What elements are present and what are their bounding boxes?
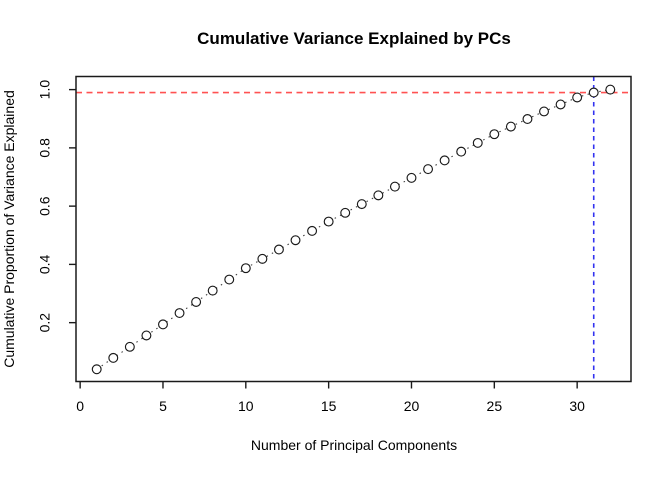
data-point	[373, 190, 384, 201]
x-tick-label: 0	[76, 398, 84, 414]
data-point	[257, 253, 268, 264]
y-tick-label: 0.6	[37, 196, 53, 216]
data-point	[174, 308, 185, 319]
data-point	[489, 129, 500, 140]
data-point	[290, 235, 301, 246]
data-point	[307, 225, 318, 236]
y-tick-label: 0.4	[37, 254, 53, 274]
data-point	[340, 207, 351, 218]
x-tick-label: 5	[159, 398, 167, 414]
data-point	[472, 137, 483, 148]
data-point	[605, 84, 616, 95]
data-point	[323, 216, 334, 227]
data-point	[555, 99, 566, 110]
data-point	[124, 341, 135, 352]
data-point	[389, 181, 400, 192]
data-point	[406, 172, 417, 183]
plot-area: 0 5 10 15 20 25 30 0.2 0.4 0.6 0.8 1.0	[37, 75, 632, 414]
x-axis-label: Number of Principal Components	[251, 437, 457, 453]
data-point	[456, 146, 467, 157]
data-point	[108, 352, 119, 363]
data-point	[505, 121, 516, 132]
data-point	[207, 285, 218, 296]
plot-box	[75, 75, 632, 383]
series-dotted-line	[96, 89, 611, 370]
data-point	[224, 274, 235, 285]
chart-title: Cumulative Variance Explained by PCs	[197, 29, 511, 48]
x-tick-label: 25	[487, 398, 503, 414]
x-tick-label: 30	[569, 398, 585, 414]
x-tick-label: 20	[404, 398, 420, 414]
data-point	[191, 296, 202, 307]
y-tick-label: 0.8	[37, 138, 53, 158]
data-point	[356, 199, 367, 210]
data-point	[588, 87, 599, 98]
data-point	[91, 364, 102, 375]
x-tick-label: 10	[238, 398, 254, 414]
data-point	[423, 164, 434, 175]
y-tick-label: 0.2	[37, 313, 53, 333]
data-point	[141, 330, 152, 341]
x-tick-label: 15	[321, 398, 337, 414]
data-point	[158, 319, 168, 330]
y-axis-label: Cumulative Proportion of Variance Explai…	[1, 90, 17, 368]
data-point	[240, 263, 251, 274]
data-point	[539, 106, 549, 117]
data-point	[273, 244, 284, 255]
data-point	[572, 92, 583, 103]
data-point	[522, 114, 533, 125]
y-tick-label: 1.0	[37, 80, 53, 100]
data-point	[439, 155, 450, 166]
